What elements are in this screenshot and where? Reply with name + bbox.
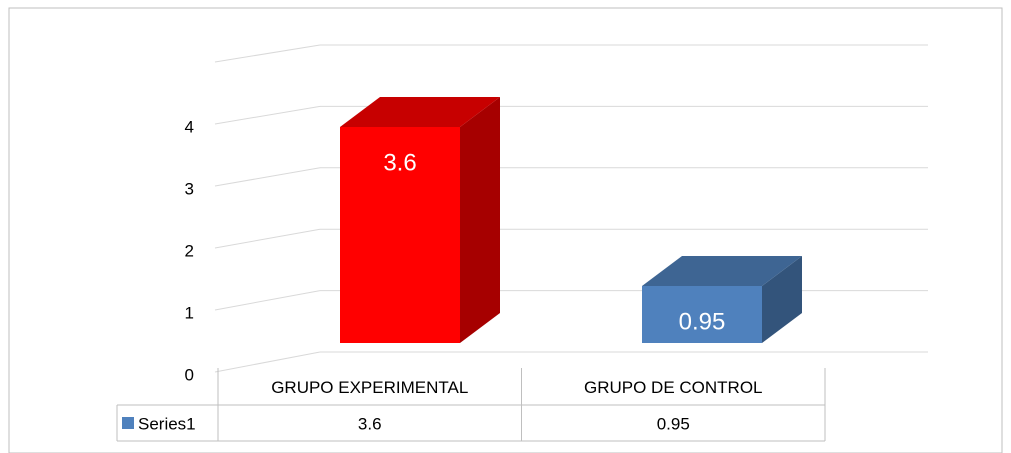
data-label: 0.95 bbox=[679, 308, 726, 335]
x-tick-label: GRUPO EXPERIMENTAL bbox=[271, 378, 468, 397]
y-tick-label: 4 bbox=[185, 117, 194, 136]
grid-line bbox=[214, 105, 321, 125]
y-tick-label: 0 bbox=[185, 365, 194, 384]
grid-line bbox=[214, 228, 321, 249]
chart-frame bbox=[8, 7, 1003, 453]
table-value: 3.6 bbox=[358, 414, 382, 433]
bar-top bbox=[340, 97, 500, 127]
legend-swatch bbox=[122, 417, 134, 429]
grid-line bbox=[214, 44, 321, 63]
bar-side bbox=[762, 256, 802, 343]
y-tick-label: 3 bbox=[185, 179, 194, 198]
table-value: 0.95 bbox=[657, 414, 690, 433]
grid-line bbox=[214, 167, 321, 187]
x-tick-label: GRUPO DE CONTROL bbox=[584, 378, 763, 397]
legend-label: Series1 bbox=[138, 414, 196, 433]
bar bbox=[642, 286, 762, 343]
data-label: 3.6 bbox=[383, 149, 416, 176]
y-tick-label: 2 bbox=[185, 241, 194, 260]
bar bbox=[340, 127, 460, 343]
grid-line bbox=[214, 290, 321, 311]
y-tick-label: 1 bbox=[185, 303, 194, 322]
bar-top bbox=[642, 256, 802, 286]
grid-line bbox=[214, 351, 321, 373]
bar-side bbox=[460, 97, 500, 343]
